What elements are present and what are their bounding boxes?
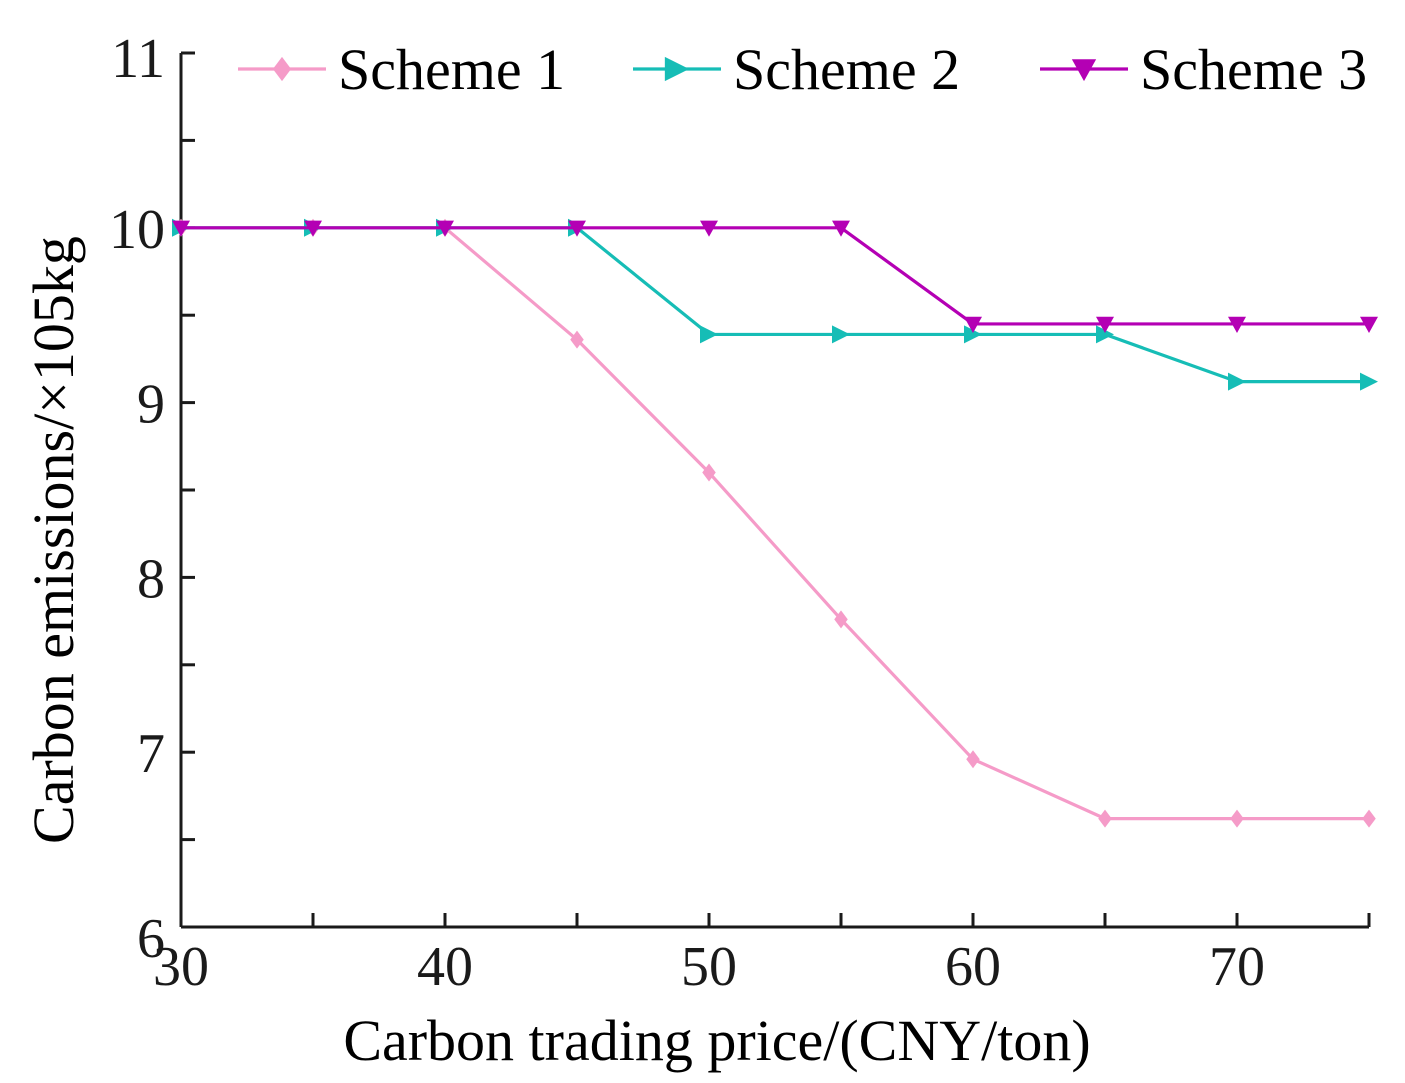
point-scheme-3-x70 <box>1228 316 1246 333</box>
legend-marker-scheme-1 <box>272 56 292 82</box>
point-scheme-3-x30 <box>172 220 190 237</box>
legend-marker-scheme-3 <box>1071 59 1097 82</box>
point-scheme-1-x70 <box>1230 809 1244 828</box>
point-scheme-3-x75 <box>1360 316 1378 333</box>
series-line-scheme-2 <box>181 226 1369 384</box>
legend-item-scheme-3: Scheme 3 <box>1040 37 1367 102</box>
series-line-scheme-1 <box>181 226 1369 821</box>
point-scheme-3-x60 <box>964 316 982 333</box>
point-scheme-1-x45 <box>570 330 584 349</box>
series-scheme-2 <box>172 218 1378 391</box>
y-tick-label-8: 8 <box>137 548 165 610</box>
point-scheme-2-x60 <box>964 325 982 344</box>
legend: Scheme 1 Scheme 2 Scheme 3 <box>238 37 1367 102</box>
point-scheme-1-x65 <box>1098 809 1112 828</box>
legend-label-scheme-2: Scheme 2 <box>733 37 960 102</box>
point-scheme-3-x45 <box>568 220 586 237</box>
point-scheme-3-x55 <box>832 220 850 237</box>
x-tick-label-30: 30 <box>153 936 209 998</box>
point-scheme-1-x55 <box>834 610 848 629</box>
legend-label-scheme-1: Scheme 1 <box>338 37 565 102</box>
point-scheme-3-x65 <box>1096 316 1114 333</box>
legend-item-scheme-2: Scheme 2 <box>633 37 960 102</box>
axes: 30 40 50 60 70 6 7 8 9 10 11 <box>109 28 1371 998</box>
x-tick-label-50: 50 <box>681 936 737 998</box>
point-scheme-1-x50 <box>702 463 716 482</box>
series-scheme-1 <box>174 218 1376 828</box>
point-scheme-2-x55 <box>832 325 850 344</box>
point-scheme-2-x50 <box>700 325 718 344</box>
point-scheme-2-x65 <box>1096 325 1114 344</box>
legend-item-scheme-1: Scheme 1 <box>238 37 565 102</box>
series-scheme-3 <box>172 220 1378 333</box>
x-tick-label-60: 60 <box>945 936 1001 998</box>
y-tick-label-11: 11 <box>111 28 165 90</box>
y-tick-label-7: 7 <box>137 723 165 785</box>
y-tick-label-10: 10 <box>109 199 165 261</box>
x-axis-title: Carbon trading price/(CNY/ton) <box>343 1008 1090 1073</box>
legend-label-scheme-3: Scheme 3 <box>1140 37 1367 102</box>
series-layer <box>172 218 1378 828</box>
y-axis-title: Carbon emissions/×105kg <box>21 236 86 844</box>
point-scheme-1-x60 <box>966 750 980 769</box>
x-tick-label-70: 70 <box>1209 936 1265 998</box>
point-scheme-2-x75 <box>1360 372 1378 391</box>
point-scheme-2-x70 <box>1228 372 1246 391</box>
x-tick-label-40: 40 <box>417 936 473 998</box>
legend-marker-scheme-2 <box>664 56 690 82</box>
series-line-scheme-3 <box>181 226 1369 326</box>
point-scheme-3-x50 <box>700 220 718 237</box>
y-tick-label-9: 9 <box>137 374 165 436</box>
point-scheme-3-x40 <box>436 220 454 237</box>
point-scheme-1-x75 <box>1362 809 1376 828</box>
y-tick-label-6: 6 <box>137 908 165 970</box>
point-scheme-3-x35 <box>304 220 322 237</box>
